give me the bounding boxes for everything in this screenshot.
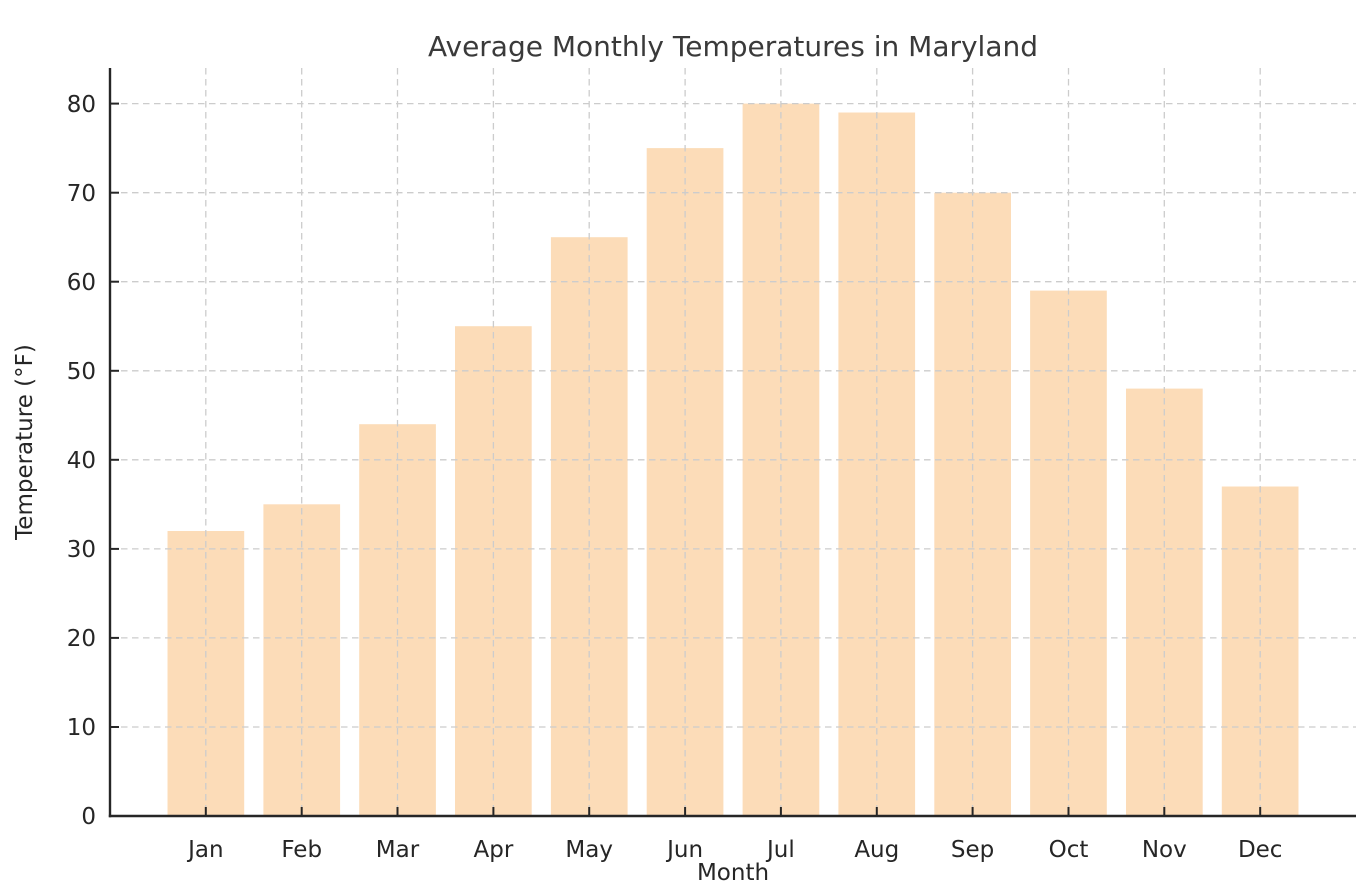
x-tick-label-nov: Nov [1142, 837, 1187, 863]
y-tick-label-20: 20 [67, 626, 96, 652]
y-tick-label-60: 60 [67, 270, 96, 296]
axes-group [108, 68, 1356, 818]
x-axis-label: Month [697, 860, 769, 886]
bar-feb [263, 504, 341, 816]
x-tick-label-jan: Jan [186, 837, 223, 863]
y-tick-label-50: 50 [67, 359, 96, 385]
x-tick-label-jul: Jul [765, 837, 795, 863]
x-tick-label-apr: Apr [474, 837, 514, 863]
x-tick-label-aug: Aug [854, 837, 899, 863]
y-tick-label-70: 70 [67, 181, 96, 207]
y-tick-label-40: 40 [67, 448, 96, 474]
x-tick-label-oct: Oct [1049, 837, 1089, 863]
x-tick-label-mar: Mar [376, 837, 420, 863]
y-tick-label-0: 0 [81, 804, 96, 830]
x-tick-label-feb: Feb [281, 837, 322, 863]
y-tick-label-30: 30 [67, 537, 96, 563]
x-tick-label-jun: Jun [665, 837, 703, 863]
x-tick-label-sep: Sep [951, 837, 994, 863]
tick-labels-group: 0 10 20 30 40 50 60 70 80 Jan Feb Mar Apr May Jun Jul Au… [67, 92, 1283, 863]
x-tick-label-dec: Dec [1238, 837, 1283, 863]
chart-title: Average Monthly Temperatures in Maryland [428, 30, 1038, 63]
x-tick-label-may: May [565, 837, 613, 863]
y-tick-label-80: 80 [67, 92, 96, 118]
y-axis-label: Temperature (°F) [12, 344, 38, 541]
bars-group [167, 103, 1299, 817]
y-tick-label-10: 10 [67, 715, 96, 741]
